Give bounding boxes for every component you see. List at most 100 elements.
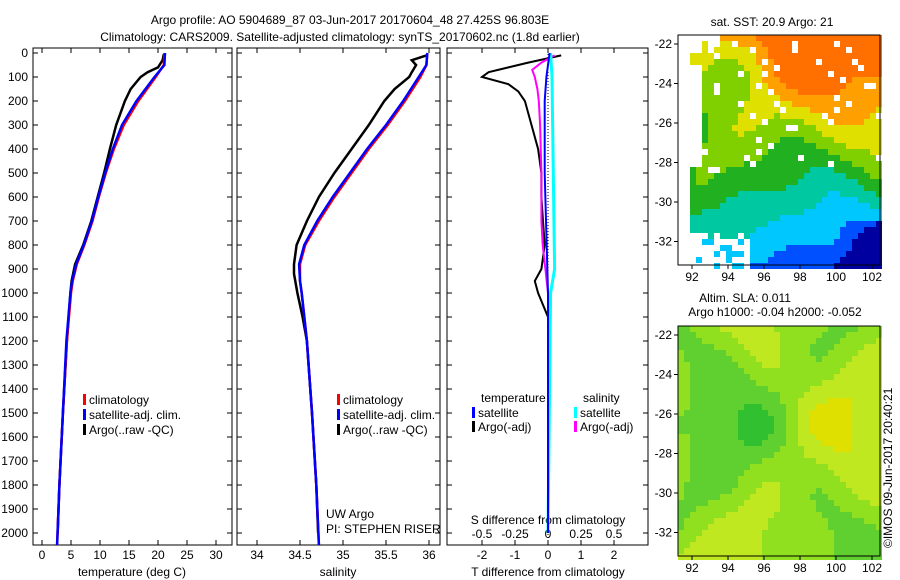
sla-map-cell	[690, 512, 696, 518]
sla-map-cell	[786, 506, 792, 512]
sst-map-cell	[840, 83, 846, 89]
sst-map-cell	[726, 59, 732, 65]
sst-map-cell	[708, 101, 714, 107]
sst-map-cell	[744, 251, 750, 257]
sst-map-xtick-label: 92	[685, 270, 699, 284]
sla-map-cell	[876, 470, 882, 476]
sst-map-cell	[720, 83, 726, 89]
sla-map-cell	[702, 356, 708, 362]
sla-map-cell	[702, 422, 708, 428]
sla-map-cell	[756, 356, 762, 362]
sla-map-cell	[780, 536, 786, 542]
sst-map-cell	[756, 155, 762, 161]
sst-map-cell	[708, 35, 714, 41]
sst-map-cell	[852, 131, 858, 137]
sst-map-cell	[810, 125, 816, 131]
sla-map-cell	[852, 404, 858, 410]
sla-map-cell	[720, 554, 726, 560]
sst-map-cell	[678, 53, 684, 59]
sst-map-cell	[684, 149, 690, 155]
sst-map-cell	[684, 233, 690, 239]
sst-map-cell	[726, 227, 732, 233]
sla-map-cell	[762, 368, 768, 374]
sst-map-cell	[678, 197, 684, 203]
sst-map-cell	[798, 197, 804, 203]
sla-map-cell	[702, 446, 708, 452]
sla-map-cell	[678, 554, 684, 560]
sla-map-cell	[762, 380, 768, 386]
sst-map-cell	[810, 113, 816, 119]
sst-map-cell	[684, 173, 690, 179]
sla-map-cell	[876, 368, 882, 374]
sst-map-cell	[714, 263, 720, 269]
sla-map-cell	[726, 374, 732, 380]
sst-map-cell	[744, 77, 750, 83]
sst-map-cell	[816, 179, 822, 185]
sst-map-cell	[762, 179, 768, 185]
sst-map-cell	[714, 257, 720, 263]
sla-map-cell	[792, 422, 798, 428]
sla-map-cell	[852, 506, 858, 512]
sla-map-cell	[804, 338, 810, 344]
sst-map-cell	[768, 221, 774, 227]
sst-map-cell	[690, 221, 696, 227]
sst-map-cell	[720, 65, 726, 71]
sla-map-cell	[798, 536, 804, 542]
sst-map-cell	[780, 125, 786, 131]
sla-map-cell	[834, 326, 840, 332]
sst-map-cell	[834, 239, 840, 245]
sla-map-cell	[840, 332, 846, 338]
sla-map-cell	[762, 500, 768, 506]
sst-map-cell	[744, 191, 750, 197]
sst-map-cell	[876, 95, 882, 101]
sla-map-cell	[702, 482, 708, 488]
sst-map-cell	[738, 77, 744, 83]
sla-map-cell	[726, 518, 732, 524]
sst-map-cell	[780, 167, 786, 173]
sla-map-cell	[690, 548, 696, 554]
sst-map-cell	[798, 71, 804, 77]
sla-map-cell	[786, 494, 792, 500]
depth-tick-label: 400	[8, 142, 28, 156]
sla-map-cell	[786, 458, 792, 464]
sst-map-cell	[852, 71, 858, 77]
sst-map-cell	[732, 137, 738, 143]
sst-map-cell	[834, 77, 840, 83]
sst-map-cell	[774, 173, 780, 179]
sst-map-cell	[846, 113, 852, 119]
sst-map-cell	[846, 137, 852, 143]
sst-map-cell	[780, 257, 786, 263]
sla-map-cell	[738, 554, 744, 560]
sla-map-cell	[750, 344, 756, 350]
sla-map-cell	[852, 530, 858, 536]
sst-map-cell	[678, 125, 684, 131]
sst-map-cell	[828, 257, 834, 263]
sst-map-cell	[864, 173, 870, 179]
sla-map-cell	[816, 518, 822, 524]
sla-map-cell	[804, 344, 810, 350]
sla-map-cell	[678, 536, 684, 542]
sst-map-cell	[702, 131, 708, 137]
sst-map-cell	[678, 185, 684, 191]
sla-map-cell	[870, 332, 876, 338]
sst-map-cell	[762, 227, 768, 233]
sla-map-xtick-label: 94	[721, 561, 735, 575]
sla-map-cell	[810, 386, 816, 392]
sst-map-cell	[798, 125, 804, 131]
sla-map-cell	[822, 452, 828, 458]
sst-map-cell	[792, 47, 798, 53]
sla-map-cell	[846, 548, 852, 554]
sla-map-cell	[702, 338, 708, 344]
sla-map-cell	[744, 512, 750, 518]
sla-map-cell	[780, 530, 786, 536]
sst-map-cell	[756, 119, 762, 125]
sla-map-cell	[780, 326, 786, 332]
sla-map-cell	[822, 548, 828, 554]
sst-map-cell	[858, 191, 864, 197]
sla-map-cell	[696, 374, 702, 380]
temp-panel-frame	[32, 47, 233, 546]
sla-map-cell	[798, 554, 804, 560]
sst-map-cell	[870, 245, 876, 251]
sst-map-cell	[780, 155, 786, 161]
sla-map-cell	[798, 434, 804, 440]
